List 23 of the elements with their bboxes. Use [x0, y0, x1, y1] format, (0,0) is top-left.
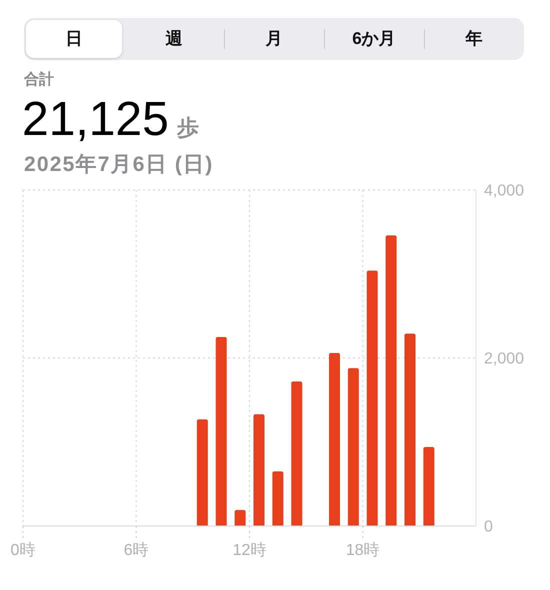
segmented-control: 日 週 月 6か月 年	[24, 18, 524, 60]
bar	[234, 510, 246, 526]
y-tick-label: 0	[484, 518, 493, 536]
y-tick-label: 2,000	[484, 350, 524, 368]
bar	[404, 334, 416, 526]
x-tick-label: 18時	[346, 541, 380, 559]
bar	[348, 368, 359, 526]
bar	[329, 352, 340, 526]
bar	[272, 471, 284, 526]
x-tick-label: 0時	[10, 541, 36, 559]
bar	[254, 414, 264, 526]
bar	[291, 382, 302, 526]
chart-subtitle: 2025年7月6日 (日)	[24, 152, 214, 178]
bar	[386, 235, 397, 526]
y-tick-label: 4,000	[484, 182, 524, 200]
bar	[196, 419, 208, 526]
x-tick-label: 12時	[232, 541, 266, 559]
bar	[216, 337, 227, 526]
bar	[366, 270, 378, 526]
text: 合計	[24, 70, 54, 90]
chart-title: 21,125 歩	[22, 93, 199, 146]
x-tick-label: 6時	[124, 541, 149, 559]
bar	[423, 447, 434, 526]
